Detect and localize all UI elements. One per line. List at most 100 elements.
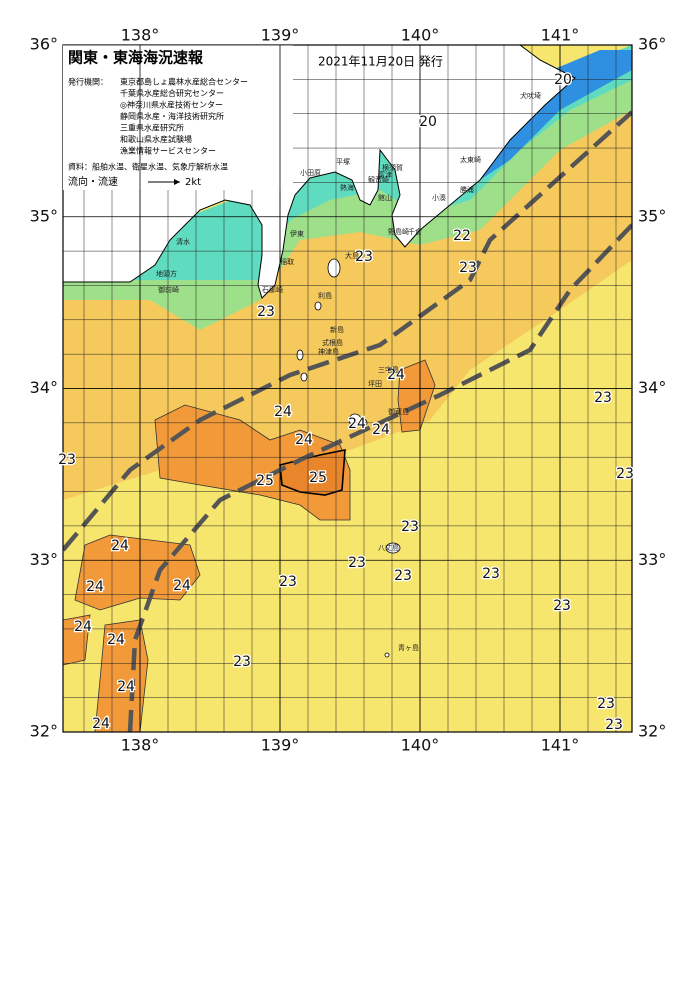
temperature-label: 24 bbox=[387, 367, 405, 383]
temperature-label: 23 bbox=[605, 717, 623, 733]
place-name: 勝浦 bbox=[460, 185, 474, 194]
temperature-label: 22 bbox=[453, 228, 471, 244]
place-name: 野島崎 bbox=[388, 227, 409, 236]
temperature-label: 23 bbox=[279, 574, 297, 590]
lat-label: 34° bbox=[30, 378, 58, 397]
temperature-label: 23 bbox=[394, 568, 412, 584]
temperature-label: 20 bbox=[554, 72, 572, 88]
temperature-label: 24 bbox=[92, 716, 110, 732]
place-name: 太東崎 bbox=[460, 155, 481, 164]
cold-water bbox=[470, 50, 632, 180]
temperature-label: 24 bbox=[117, 679, 135, 695]
temperature-label: 23 bbox=[553, 598, 571, 614]
issuer: 東京都島しょ農林水産総合センター bbox=[120, 77, 248, 87]
temperature-label: 24 bbox=[295, 432, 313, 448]
lon-label: 139° bbox=[261, 26, 300, 45]
temperature-label: 20 bbox=[419, 114, 437, 130]
lat-label: 32° bbox=[30, 722, 58, 741]
flow-scale: 2kt bbox=[185, 177, 201, 188]
place-name: 御前崎 bbox=[158, 285, 179, 294]
lon-label: 141° bbox=[541, 736, 580, 755]
temperature-label: 25 bbox=[256, 473, 274, 489]
place-name: 坪田 bbox=[368, 380, 382, 388]
lat-label: 36° bbox=[638, 35, 666, 54]
temperature-label: 24 bbox=[274, 404, 292, 420]
temperature-label: 23 bbox=[348, 555, 366, 571]
temperature-label: 23 bbox=[616, 466, 634, 482]
place-name: 八丈島 bbox=[378, 543, 399, 552]
header-box bbox=[63, 45, 293, 190]
place-name: 熱海 bbox=[340, 183, 354, 192]
issuer: ◎神奈川県水産技術センター bbox=[120, 100, 223, 110]
temperature-label: 24 bbox=[173, 578, 191, 594]
lon-label: 138° bbox=[121, 26, 160, 45]
temperature-label: 24 bbox=[107, 632, 125, 648]
place-name: 館山 bbox=[378, 193, 392, 202]
place-name: 神津島 bbox=[318, 347, 339, 356]
place-name: 清水 bbox=[176, 237, 190, 246]
warm-patch bbox=[63, 614, 91, 666]
sources: 資料：船舶水温、衛星水温、気象庁解析水温 bbox=[68, 162, 228, 172]
issue-date: 2021年11月20日 発行 bbox=[318, 55, 443, 69]
place-name: 小田原 bbox=[300, 168, 321, 177]
temperature-label: 23 bbox=[594, 390, 612, 406]
kuroshio-axis bbox=[63, 110, 632, 732]
lat-label: 33° bbox=[638, 550, 666, 569]
issuer: 三重県水産研究所 bbox=[120, 123, 184, 133]
temperature-label: 23 bbox=[58, 452, 76, 468]
issuer: 静岡県水産・海洋技術研究所 bbox=[120, 111, 224, 121]
place-name: 三宅島 bbox=[378, 365, 399, 374]
temperature-label: 23 bbox=[257, 304, 275, 320]
temperature-label: 24 bbox=[372, 422, 390, 438]
place-name: 利島 bbox=[318, 291, 332, 300]
temperature-label: 23 bbox=[401, 519, 419, 535]
temperature-label: 23 bbox=[459, 260, 477, 276]
place-name: 新島 bbox=[330, 325, 344, 334]
temperature-label: 23 bbox=[233, 654, 251, 670]
lon-label: 141° bbox=[541, 26, 580, 45]
place-name: 観音崎 bbox=[368, 175, 389, 184]
temperature-label: 24 bbox=[348, 416, 366, 432]
place-name: 御蔵島 bbox=[388, 407, 409, 416]
lat-label: 34° bbox=[638, 378, 666, 397]
place-name: 千倉 bbox=[408, 227, 422, 236]
temperature-label: 23 bbox=[597, 696, 615, 712]
place-name: 青ヶ島 bbox=[398, 643, 419, 652]
place-name: 平塚 bbox=[336, 157, 350, 166]
flow-arrow-head bbox=[174, 179, 180, 185]
place-name: 富津 bbox=[378, 170, 392, 179]
map-body bbox=[63, 45, 632, 732]
temperature-label: 23 bbox=[482, 566, 500, 582]
temperature-label: 24 bbox=[86, 579, 104, 595]
place-name: 伊東 bbox=[290, 229, 304, 238]
issuer-label: 発行機関： bbox=[68, 77, 108, 87]
place-name: 犬吠埼 bbox=[520, 91, 541, 100]
place-name: 式根島 bbox=[322, 338, 343, 347]
title: 関東・東海海況速報 bbox=[68, 49, 204, 67]
lat-label: 32° bbox=[638, 722, 666, 741]
temperature-label: 25 bbox=[309, 470, 327, 486]
lon-label: 140° bbox=[401, 736, 440, 755]
temperature-label: 24 bbox=[111, 538, 129, 554]
place-name: 石廊崎 bbox=[262, 285, 283, 294]
place-name: 地頭方 bbox=[156, 269, 177, 278]
lat-label: 35° bbox=[638, 206, 666, 225]
temperature-label: 23 bbox=[355, 249, 373, 265]
place-name: 大島 bbox=[345, 251, 359, 260]
warm-patch bbox=[74, 534, 201, 611]
issuer: 漁業情報サービスセンター bbox=[120, 146, 216, 156]
lat-label: 35° bbox=[30, 206, 58, 225]
temperature-label: 24 bbox=[74, 619, 92, 635]
lon-label: 139° bbox=[261, 736, 300, 755]
place-name: 横須賀 bbox=[382, 163, 403, 172]
lon-label: 138° bbox=[121, 736, 160, 755]
place-name: 小湊 bbox=[432, 193, 446, 202]
flow-label: 流向・流速 bbox=[68, 175, 118, 188]
lon-label: 140° bbox=[401, 26, 440, 45]
issuer: 千葉県水産総合研究センター bbox=[120, 88, 224, 98]
lat-label: 33° bbox=[30, 550, 58, 569]
lat-label: 36° bbox=[30, 35, 58, 54]
issuer: 和歌山県水産試験場 bbox=[120, 134, 192, 144]
